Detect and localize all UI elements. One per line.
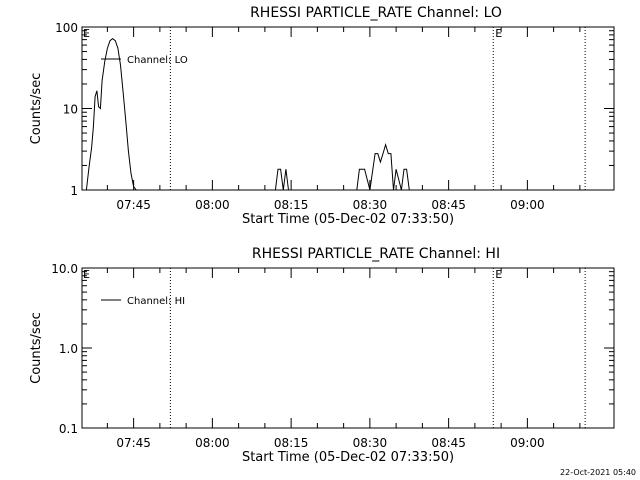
plot-frame — [81, 267, 615, 429]
y-tick-label: 10 — [63, 103, 78, 117]
x-tick-label: 08:15 — [274, 436, 309, 450]
event-marker-label: E — [495, 27, 502, 40]
chart-title: RHESSI PARTICLE_RATE Channel: HI — [252, 246, 500, 262]
x-tick-label: 08:00 — [195, 436, 230, 450]
x-tick-label: 08:30 — [353, 198, 388, 212]
left-marker-label: E — [83, 27, 90, 40]
y-tick-label: 1 — [70, 184, 78, 198]
y-axis-label: Counts/sec — [29, 312, 44, 384]
footer-timestamp: 22-Oct-2021 05:40 — [560, 468, 636, 477]
x-tick-label: 08:45 — [431, 198, 466, 212]
chart-title: RHESSI PARTICLE_RATE Channel: LO — [250, 5, 502, 21]
x-tick-label: 07:45 — [116, 436, 151, 450]
x-tick-label: 08:45 — [431, 436, 466, 450]
legend-entry: Channel: LO — [127, 55, 188, 66]
x-tick-label: 08:15 — [274, 198, 309, 212]
y-tick-label: 0.1 — [59, 422, 78, 436]
y-axis-label: Counts/sec — [29, 73, 44, 145]
panel-lo: RHESSI PARTICLE_RATE Channel: LO 1 10 100 07… — [29, 5, 615, 227]
plot-frame — [81, 26, 615, 191]
x-tick-label: 08:30 — [353, 436, 388, 450]
x-axis-label: Start Time (05-Dec-02 07:33:50) — [242, 212, 454, 227]
legend-entry: Channel: HI — [127, 296, 185, 307]
left-marker-label: E — [83, 268, 90, 281]
x-tick-label: 09:00 — [510, 198, 545, 212]
x-tick-label: 09:00 — [510, 436, 545, 450]
event-marker-label: E — [495, 268, 502, 281]
panel-hi: RHESSI PARTICLE_RATE Channel: HI 0.1 1.0 10… — [29, 246, 615, 465]
x-tick-label: 08:00 — [195, 198, 230, 212]
y-tick-label: 100 — [55, 21, 78, 35]
series-line — [85, 37, 412, 191]
x-tick-label: 07:45 — [116, 198, 151, 212]
x-axis-label: Start Time (05-Dec-02 07:33:50) — [242, 450, 454, 465]
y-tick-label: 10.0 — [51, 262, 78, 276]
y-tick-label: 1.0 — [59, 342, 78, 356]
